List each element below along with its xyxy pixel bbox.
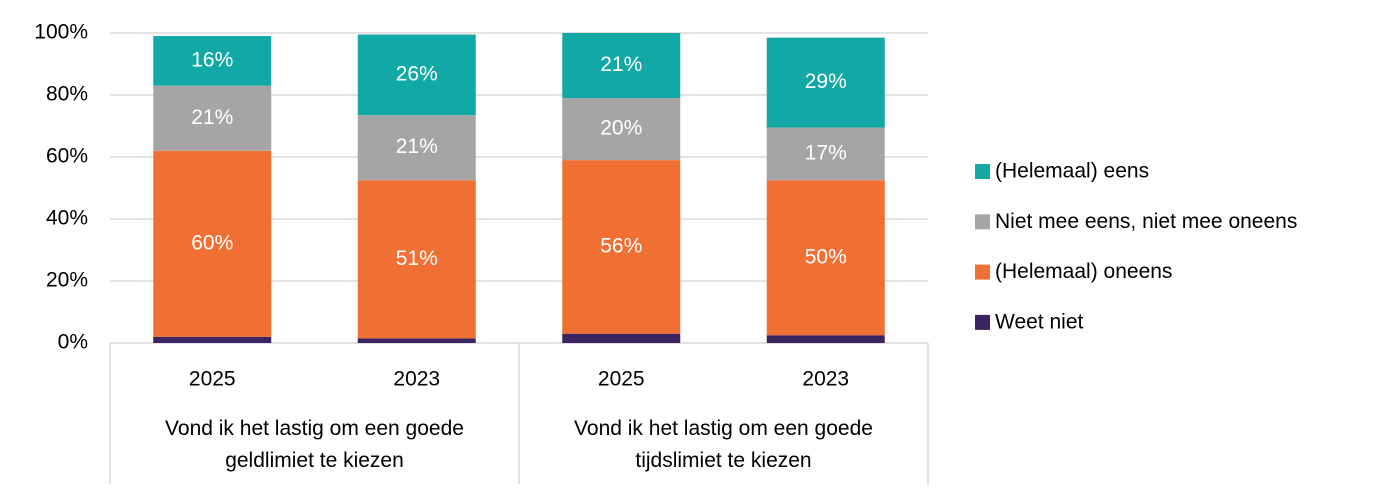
bar-segment	[153, 336, 272, 343]
bar-segment	[766, 37, 885, 128]
legend-label: Niet mee eens, niet mee oneens	[995, 210, 1297, 233]
data-label: 51%	[396, 247, 438, 270]
data-label: 60%	[191, 231, 233, 254]
bar-segment	[562, 160, 681, 334]
group-label: Vond ik het lastig om een goede tijdslim…	[574, 417, 873, 472]
legend-swatch	[975, 214, 990, 230]
legend-swatch	[975, 164, 990, 179]
data-label: 21%	[396, 135, 438, 158]
bar-segment	[153, 85, 272, 151]
bar-segment	[153, 36, 272, 86]
legend-swatch	[975, 314, 990, 330]
x-tick-label: 2025	[189, 368, 236, 391]
legend-label: Weet niet	[995, 310, 1083, 333]
bar-segment	[766, 335, 885, 343]
data-label: 29%	[805, 70, 847, 93]
data-label: 26%	[396, 62, 438, 85]
x-tick-label: 2023	[393, 368, 440, 391]
data-label: 50%	[805, 245, 847, 268]
legend-label: (Helemaal) oneens	[995, 260, 1172, 283]
data-label: 21%	[600, 53, 642, 76]
data-label: 56%	[600, 234, 642, 257]
bar-segment	[766, 127, 885, 181]
bar-segment	[357, 115, 476, 181]
bar-segment	[562, 98, 681, 161]
bar-segment	[357, 34, 476, 116]
y-tick-label: 0%	[58, 331, 88, 354]
data-label: 17%	[805, 141, 847, 164]
bar-segment	[766, 180, 885, 336]
bar-segment	[562, 33, 681, 99]
group-label: Vond ik het lastig om een goede geldlimi…	[165, 417, 464, 472]
bar-segment	[153, 150, 272, 337]
y-tick-label: 60%	[46, 145, 88, 168]
y-tick-label: 80%	[46, 83, 88, 106]
x-tick-label: 2023	[802, 368, 849, 391]
y-tick-label: 40%	[46, 207, 88, 230]
bar-segment	[562, 333, 681, 343]
data-label: 16%	[191, 48, 233, 71]
y-tick-label: 100%	[34, 21, 88, 44]
legend-swatch	[975, 264, 990, 280]
legend-label: (Helemaal) eens	[995, 160, 1149, 183]
data-label: 21%	[191, 106, 233, 129]
x-tick-label: 2025	[598, 368, 645, 391]
bar-segment	[357, 180, 476, 339]
bar-segment	[357, 338, 476, 343]
data-label: 20%	[600, 117, 642, 140]
y-tick-label: 20%	[46, 269, 88, 292]
